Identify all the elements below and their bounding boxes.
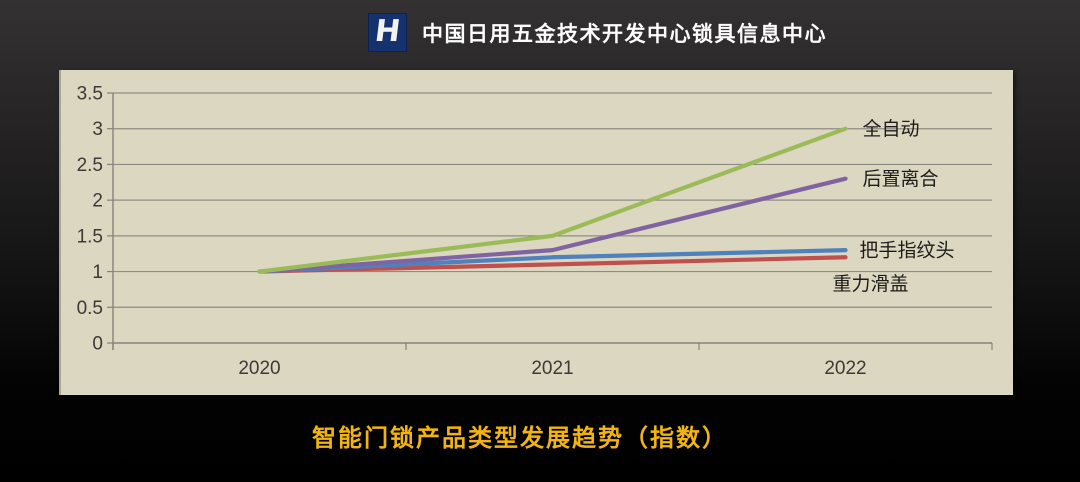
x-axis-label: 2021	[531, 358, 573, 379]
y-axis-label: 1	[92, 262, 103, 283]
org-logo: H	[368, 13, 407, 52]
chart-caption: 智能门锁产品类型发展趋势（指数）	[312, 425, 728, 452]
series-label-全自动: 全自动	[863, 118, 920, 140]
series-label-把手指纹头: 把手指纹头	[860, 240, 955, 262]
series-line-全自动	[257, 126, 848, 274]
y-axis-label: 0	[92, 334, 103, 355]
series-line-把手指纹头	[257, 248, 848, 274]
y-axis-label: 0.5	[77, 298, 103, 319]
y-axis-label: 3.5	[77, 84, 103, 105]
y-axis-label: 2.5	[77, 155, 103, 176]
y-axis-label: 1.5	[77, 226, 103, 247]
y-axis-label: 2	[92, 191, 103, 212]
x-axis-label: 2020	[238, 358, 280, 379]
logo-letter-h: H	[372, 13, 403, 49]
chart-panel: 3.5 3 2.5 2 1.5 1 0.5 0 2020 2021 2022 全自动后置离合把手指纹头…	[59, 70, 1013, 395]
series-line-后置离合	[257, 176, 848, 274]
series-line-重力滑盖	[257, 255, 848, 274]
header: H 中国日用五金技术开发中心锁具信息中心	[368, 13, 827, 52]
trend-line-chart: 3.5 3 2.5 2 1.5 1 0.5 0 2020 2021 2022 全自动后置离合把手指纹头…	[77, 84, 993, 379]
header-title: 中国日用五金技术开发中心锁具信息中心	[422, 20, 827, 46]
x-axis-label: 2022	[824, 358, 866, 379]
series-label-后置离合: 后置离合	[863, 168, 939, 190]
y-axis-label: 3	[92, 119, 103, 140]
series-label-重力滑盖: 重力滑盖	[833, 273, 909, 295]
